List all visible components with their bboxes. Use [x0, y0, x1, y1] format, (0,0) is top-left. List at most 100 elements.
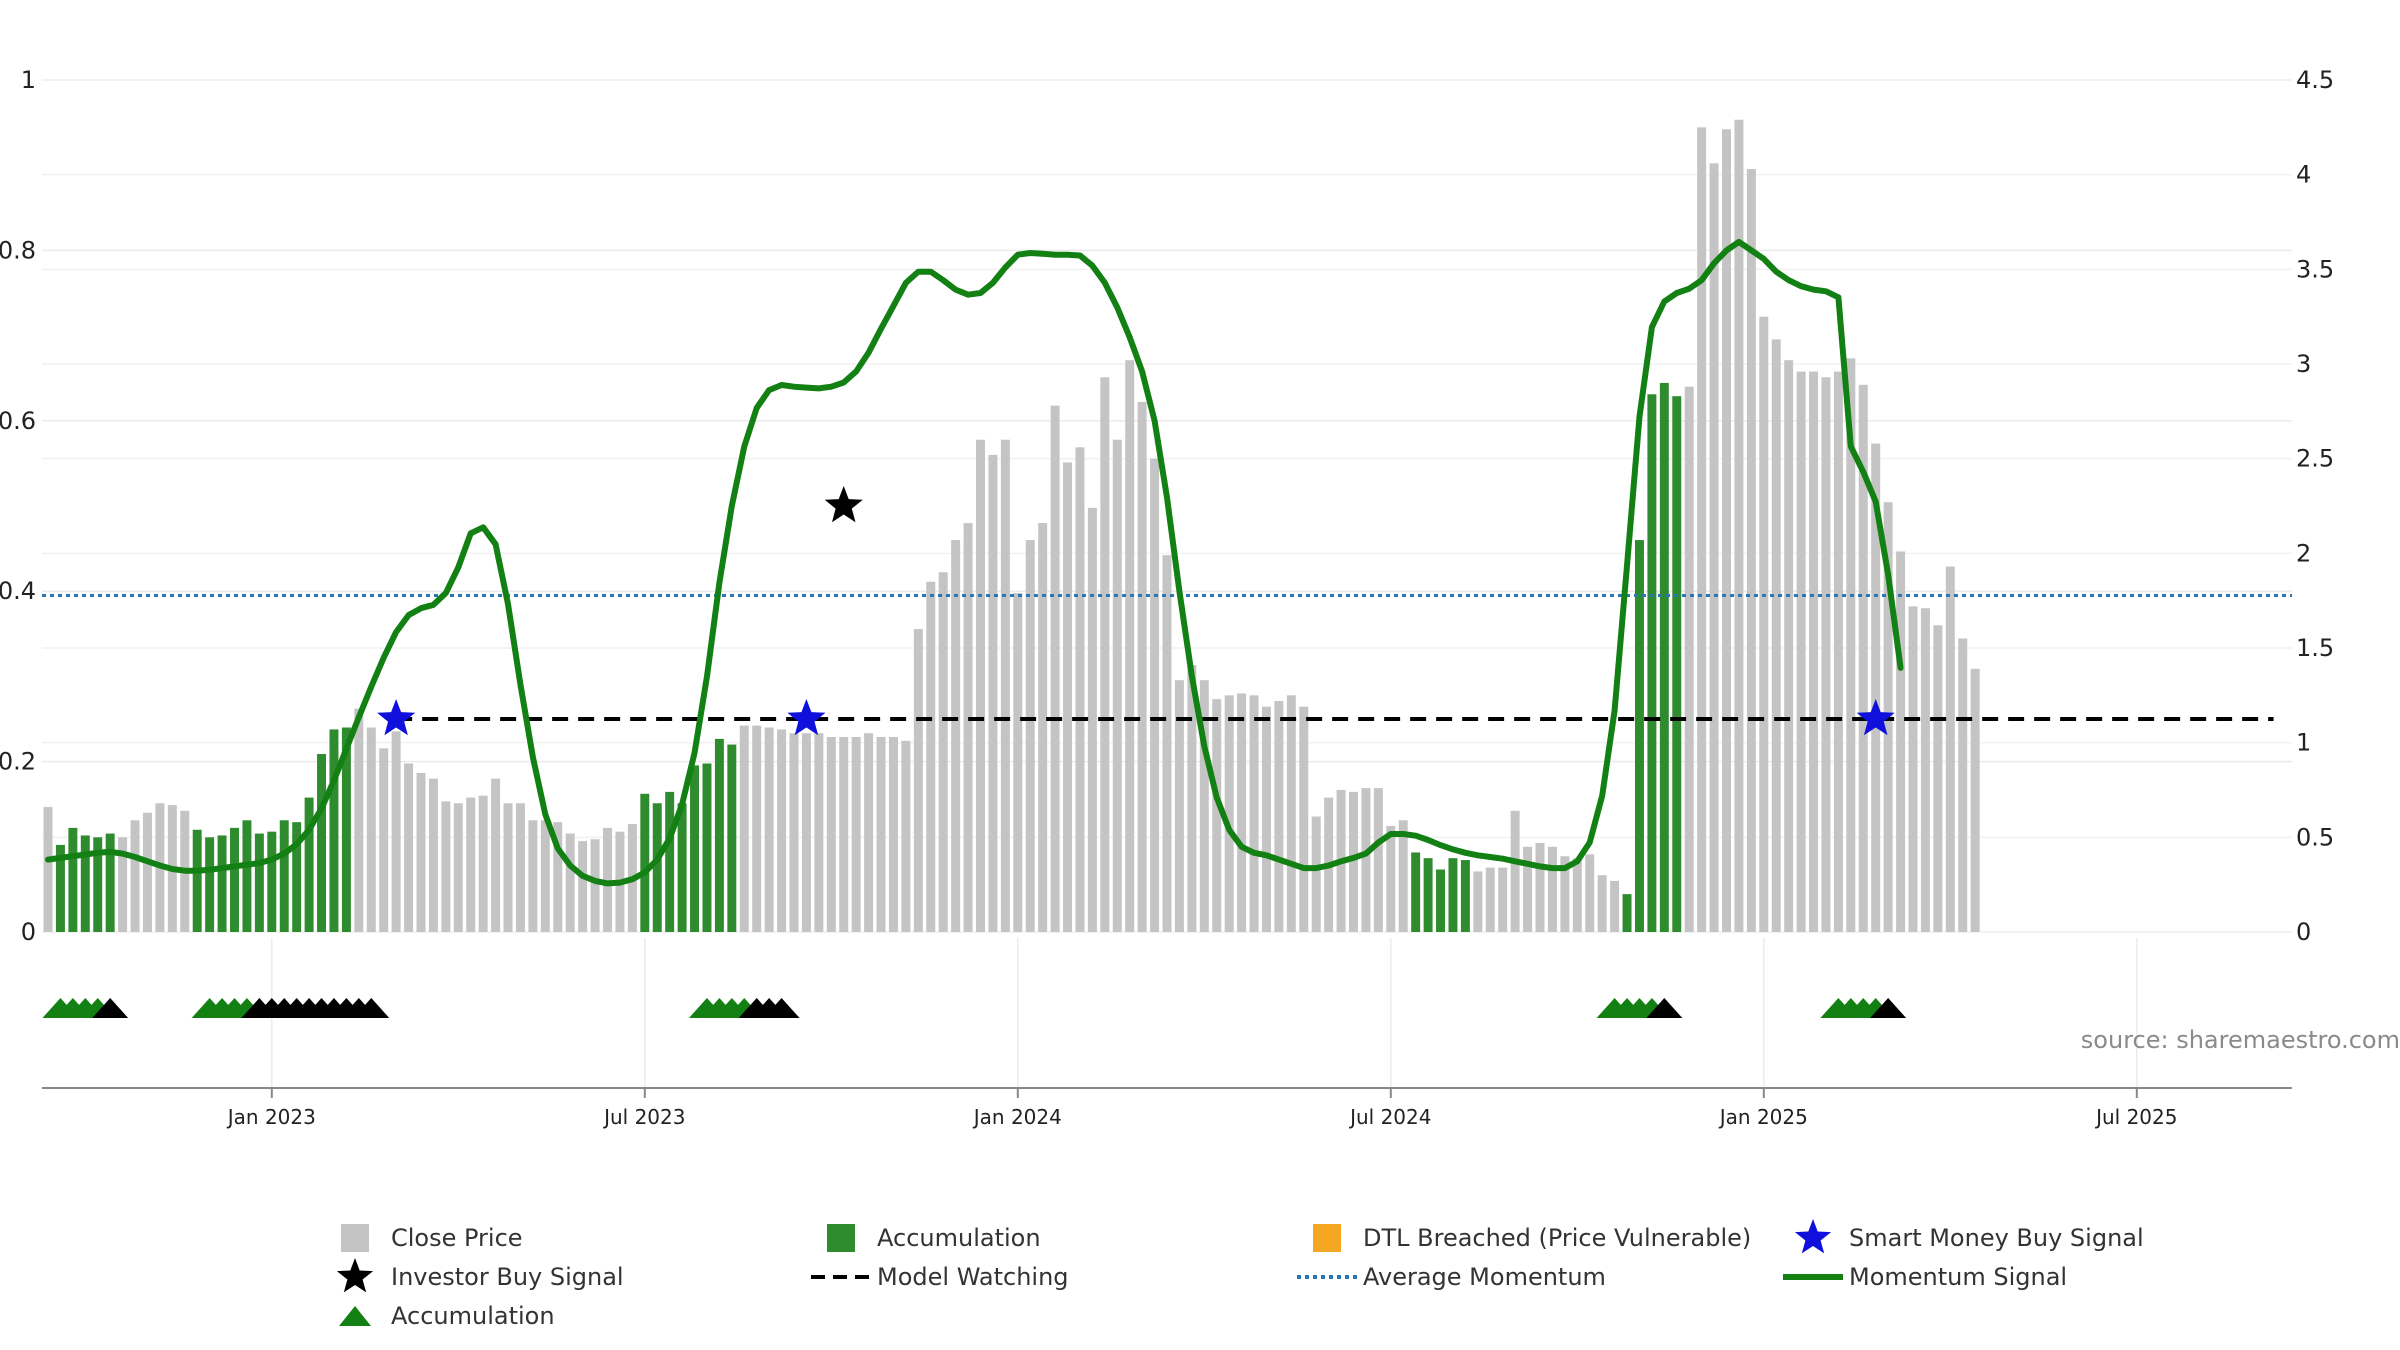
close-price-bar [1821, 377, 1831, 933]
close-price-bar [354, 708, 364, 932]
accumulation-bar [68, 827, 78, 932]
x-tick-label: Jan 2024 [972, 1105, 1062, 1129]
close-price-bar [1261, 706, 1271, 932]
legend-label: Accumulation [391, 1302, 555, 1330]
accumulation-bar [230, 827, 239, 932]
close-price-bar [1373, 788, 1383, 932]
close-price-bar [1386, 825, 1396, 932]
accumulation-bar [292, 822, 302, 932]
accumulation-bar [1460, 860, 1470, 932]
y-right-tick-label: 4 [2296, 161, 2311, 189]
square-green-icon [827, 1224, 855, 1252]
y-left-tick-label: 0.6 [0, 407, 36, 435]
close-price-bar [1585, 854, 1595, 932]
close-price-bar [1274, 701, 1284, 932]
accumulation-bar [205, 837, 215, 932]
close-price-bar [453, 803, 463, 932]
y-left-tick-label: 0.8 [0, 236, 36, 264]
smart-money-star [1856, 699, 1895, 736]
close-price-bar [913, 629, 923, 932]
legend-item: Smart Money Buy Signal [1794, 1219, 2144, 1254]
legend-item: DTL Breached (Price Vulnerable) [1313, 1224, 1751, 1252]
x-tick-label: Jul 2023 [602, 1105, 685, 1129]
accumulation-bar [217, 835, 227, 932]
x-tick-label: Jul 2024 [1348, 1105, 1431, 1129]
accumulation-bar [1634, 540, 1644, 932]
legend-item: Momentum Signal [1783, 1263, 2067, 1291]
close-price-bar [404, 763, 414, 932]
close-price-bar [1224, 695, 1234, 932]
smart-money-star [787, 699, 826, 736]
accumulation-bar [1448, 858, 1458, 932]
close-price-bar [1722, 129, 1731, 932]
close-price-bar [1697, 127, 1707, 933]
smart-money-star [377, 699, 416, 736]
close-price-bar [1871, 443, 1881, 932]
close-price-bar [1485, 867, 1495, 932]
close-price-bar [1025, 540, 1035, 932]
accumulation-bar [341, 727, 351, 932]
close-price-bar [118, 837, 128, 932]
close-price-bar [814, 733, 824, 932]
axes [42, 1087, 2292, 1098]
accumulation-strip [42, 998, 1907, 1018]
close-price-bar [1286, 695, 1296, 932]
close-price-bar [565, 833, 575, 932]
close-price-bar [976, 439, 985, 932]
accumulation-bar [1423, 858, 1433, 932]
close-price-bar [1249, 695, 1259, 932]
accumulation-bar [640, 793, 650, 932]
y-right-tick-label: 0 [2296, 918, 2311, 946]
accumulation-bar [329, 729, 339, 932]
x-tick-label: Jan 2023 [226, 1105, 316, 1129]
accumulation-bar [702, 763, 712, 932]
y-left-tick-label: 0 [21, 918, 36, 946]
legend-label: Smart Money Buy Signal [1849, 1224, 2144, 1252]
close-price-bar [578, 841, 588, 932]
legend-label: Momentum Signal [1849, 1263, 2067, 1291]
close-price-bar [503, 803, 513, 932]
accumulation-bar [714, 738, 724, 932]
accumulation-bar [1411, 852, 1421, 932]
close-price-bar [1771, 339, 1781, 932]
accumulation-bar [93, 837, 103, 932]
close-price-bar [1560, 856, 1570, 932]
close-price-bar [1349, 791, 1358, 932]
close-price-bar [1784, 360, 1794, 932]
close-price-bar [1361, 788, 1371, 932]
close-price-bar [528, 820, 538, 932]
tick-labels: Jan 2023 Jul 2023 Jan 2024 Jul 2024 Jan 2025… [0, 66, 2334, 1129]
close-price-bar [1174, 680, 1184, 932]
close-price-bar [1734, 119, 1744, 932]
close-price-bar [888, 736, 898, 932]
momentum-signal-line [45, 238, 1904, 887]
accumulation-bar [304, 797, 314, 932]
accumulation-bar [317, 754, 327, 932]
close-price-bar [1212, 699, 1222, 932]
close-price-bar [1398, 820, 1408, 932]
accumulation-bar [690, 765, 700, 932]
close-price-bar [43, 807, 53, 932]
close-price-bar [926, 581, 936, 932]
legend-label: Accumulation [877, 1224, 1041, 1252]
close-price-bar [764, 727, 774, 932]
legend-label: Close Price [391, 1224, 523, 1252]
close-price-bar [416, 772, 426, 932]
accumulation-bar [1672, 396, 1682, 933]
close-price-bar [1038, 523, 1048, 932]
close-price-bar [1958, 638, 1968, 932]
close-price-bar [1050, 405, 1060, 932]
legend-item: Close Price [341, 1224, 523, 1252]
close-price-bar [379, 748, 389, 932]
accumulation-bar [677, 803, 687, 932]
accumulation-bar [267, 831, 277, 932]
y-right-tick-label: 3.5 [2296, 255, 2334, 283]
legend-label: Model Watching [877, 1263, 1069, 1291]
accumulation-bar [242, 820, 252, 932]
accumulation-bar [1659, 382, 1669, 932]
close-price-bar [590, 839, 600, 932]
x-tick-label: Jan 2025 [1718, 1105, 1808, 1129]
accumulation-bar [254, 833, 264, 932]
close-price-bar [1199, 680, 1209, 932]
